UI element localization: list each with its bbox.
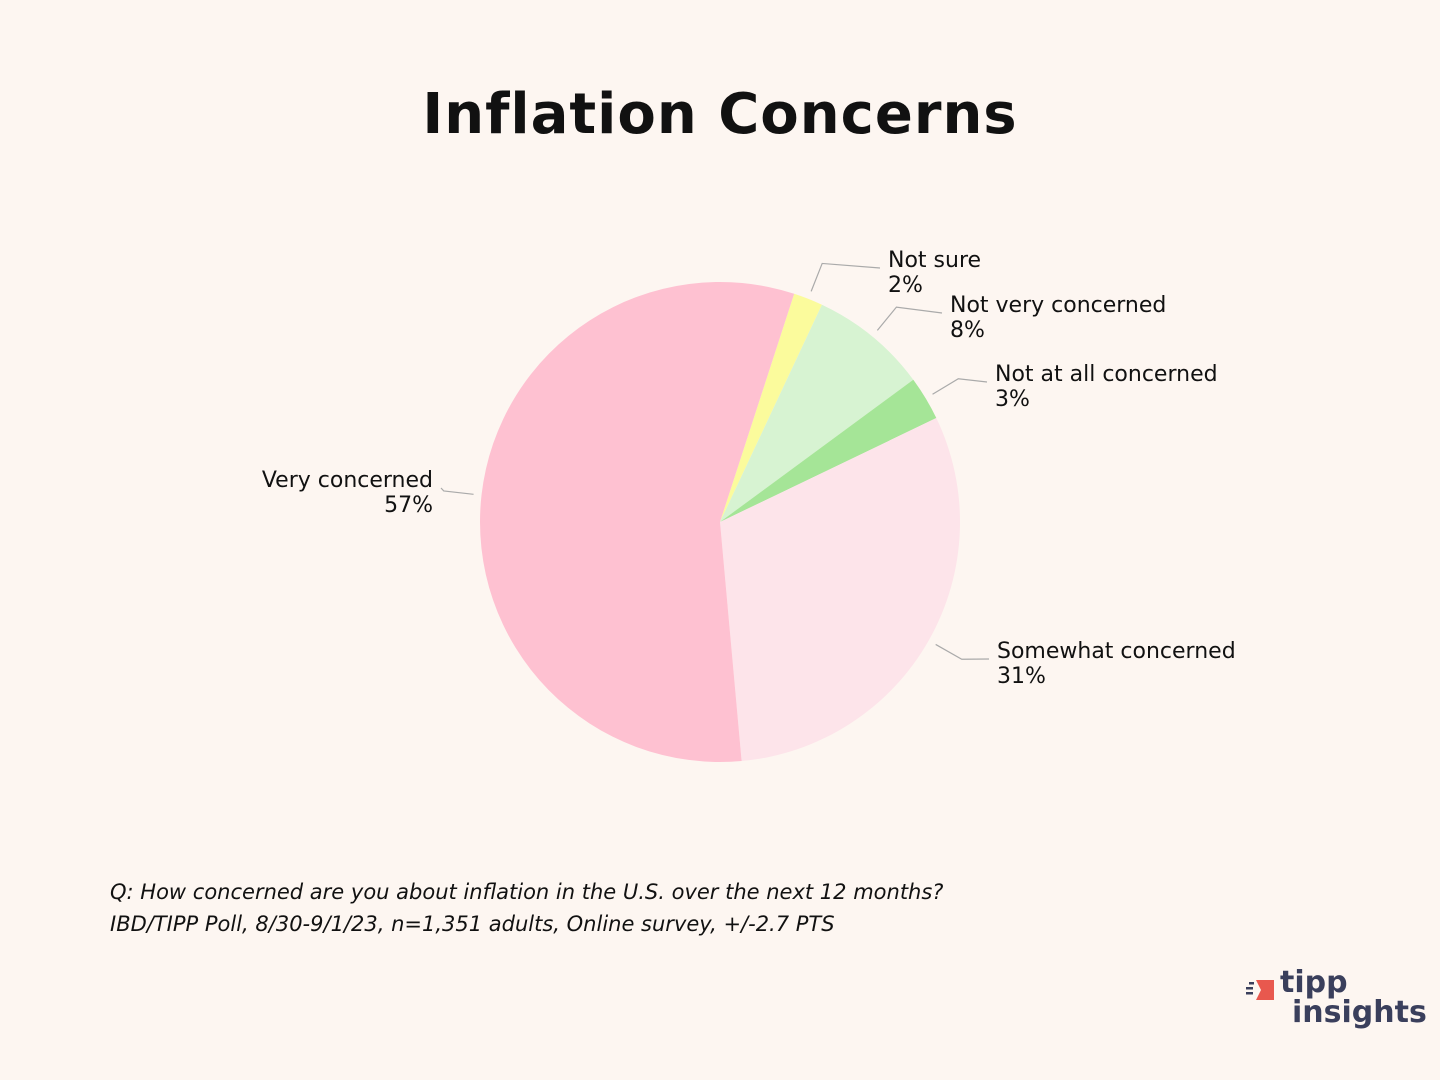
slice-label: Not at all concerned (995, 362, 1218, 387)
leader-line (810, 262, 881, 292)
leader-line (440, 487, 474, 495)
survey-source: IBD/TIPP Poll, 8/30-9/1/23, n=1,351 adul… (110, 912, 835, 936)
slice-value-label: 8% (950, 318, 985, 343)
logo-text-tipp: tipp (1280, 965, 1348, 1000)
slice-value-label: 2% (888, 273, 923, 298)
pie-slice-not-sure (720, 293, 822, 522)
slice-label: Not very concerned (950, 293, 1166, 318)
chart-title: Inflation Concerns (422, 82, 1018, 147)
leader-line (932, 378, 988, 395)
pie-slice-not-at-all-concerned (720, 379, 937, 522)
slice-label: Somewhat concerned (997, 639, 1236, 664)
survey-question: Q: How concerned are you about inflation… (110, 880, 944, 904)
leader-line (935, 643, 990, 660)
slice-value-label: 31% (997, 664, 1046, 689)
slice-label: Very concerned (262, 468, 433, 493)
slice-value-label: 57% (384, 493, 433, 518)
logo-text-insights: insights (1292, 995, 1427, 1030)
slice-value-label: 3% (995, 387, 1030, 412)
tipp-insights-logo: tipp insights (1244, 968, 1427, 1038)
leader-line (876, 306, 943, 331)
pie-slice-very-concerned (480, 281, 795, 762)
pie-slice-not-very-concerned (720, 304, 914, 522)
chart-footer: Q: How concerned are you about inflation… (110, 876, 943, 940)
logo-mark-icon (1246, 980, 1274, 1000)
pie-slice-somewhat-concerned (720, 418, 960, 762)
slice-label: Not sure (888, 248, 981, 273)
